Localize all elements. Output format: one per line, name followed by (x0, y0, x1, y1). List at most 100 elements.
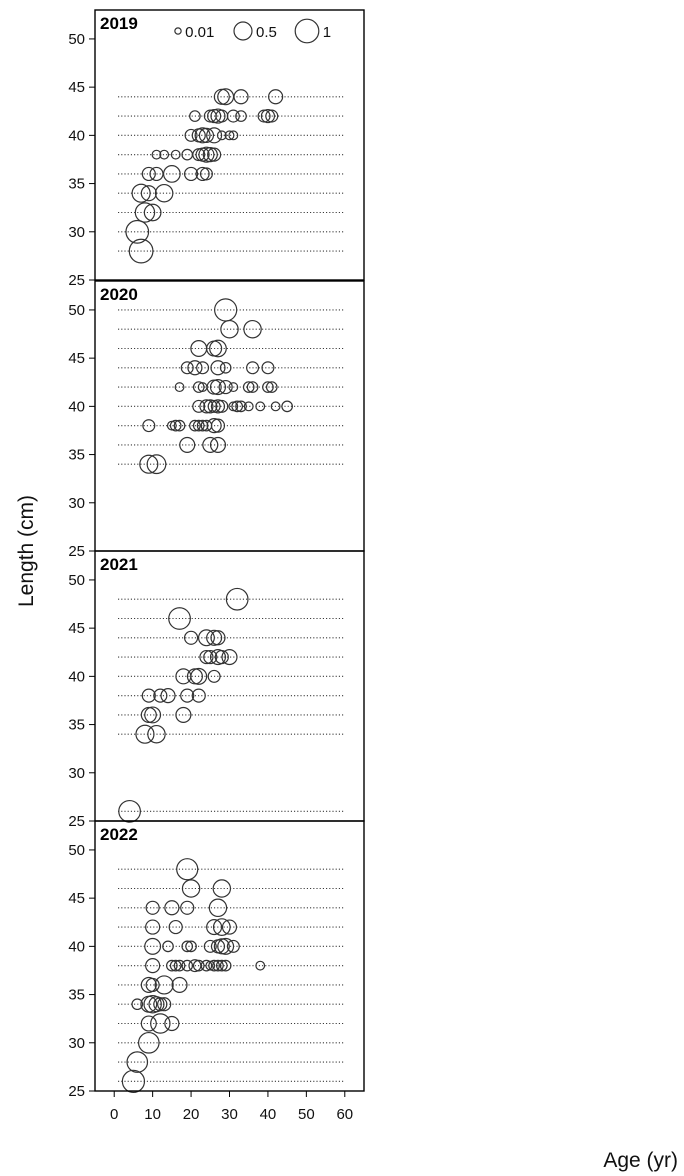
bubble-point (173, 959, 186, 972)
bubble-point (225, 587, 249, 611)
bubble-point (261, 361, 275, 375)
bubble-point (233, 89, 249, 105)
y-tick-label: 50 (68, 31, 85, 48)
bubble-point (208, 898, 228, 918)
bubble-point (255, 401, 266, 412)
bubble-point (262, 381, 274, 393)
panels-layer: 2019 25 30 35 40 45 50 2020 25 30 35 40 45 50 2021 25 30… (68, 9, 365, 1100)
bubble-point (209, 379, 227, 396)
bubble-point (176, 858, 199, 881)
bubble-point (150, 1013, 171, 1034)
y-tick-label: 50 (68, 842, 85, 859)
bubble-point (153, 688, 168, 703)
y-tick-label: 35 (68, 717, 85, 734)
y-tick-label: 45 (68, 620, 85, 637)
bubble-point (174, 382, 185, 393)
bubble-point (154, 975, 174, 995)
bubble-point (175, 706, 192, 723)
bubble-point (168, 919, 183, 935)
bubble-point (135, 724, 155, 744)
y-tick-label: 30 (68, 1035, 85, 1052)
bubble-point (195, 166, 210, 182)
bubble-point (140, 1015, 157, 1032)
bubble-point (246, 381, 259, 393)
bubble-point (231, 400, 244, 413)
bubble-point (189, 419, 201, 432)
bubble-point (197, 629, 215, 647)
panel-year-label: 2022 (100, 825, 138, 844)
bubble-point (243, 401, 254, 412)
bubble-point (140, 976, 157, 993)
y-tick-label: 40 (68, 668, 85, 685)
bubble-point (164, 900, 180, 916)
bubble-point (179, 436, 196, 453)
bubble-point (214, 649, 229, 665)
bubble-point (153, 997, 168, 1012)
bubble-point (149, 166, 164, 182)
bubble-point (217, 88, 235, 106)
bubble-point (131, 998, 144, 1011)
panel-frame (94, 280, 365, 552)
bubble-point (191, 688, 206, 703)
bubble-point (209, 436, 227, 453)
bubble-point (194, 127, 211, 144)
bubble-point (212, 959, 224, 972)
bubble-point (255, 960, 266, 971)
bubble-point (184, 128, 198, 142)
bubble-point (168, 607, 191, 630)
legend-bubble (233, 21, 253, 41)
bubble-point (207, 147, 222, 162)
bubble-point (210, 418, 226, 433)
bubble-point (160, 688, 176, 704)
bubble-point (187, 360, 203, 376)
bubble-point (192, 399, 206, 413)
panel-year-label: 2021 (100, 555, 138, 574)
y-tick-label: 25 (68, 543, 85, 560)
bubble-point (210, 108, 226, 124)
y-tick-label: 30 (68, 765, 85, 782)
bubble-point (210, 630, 226, 646)
bubble-point (171, 976, 188, 993)
bubble-point (221, 919, 238, 935)
y-tick-label: 40 (68, 398, 85, 415)
bubble-point (219, 361, 232, 374)
bubble-point (192, 959, 205, 972)
bubble-point (146, 454, 167, 475)
bubble-point (235, 400, 247, 413)
bubble-point (226, 109, 240, 123)
legend-label: 0.01 (185, 24, 214, 41)
bubble-point (192, 381, 205, 393)
bubble-point (216, 130, 227, 141)
bubble-point (151, 149, 162, 160)
bubble-point (212, 918, 231, 936)
bubble-point (217, 937, 235, 955)
bubble-point (210, 360, 226, 376)
bubble-point (260, 108, 276, 124)
bubble-point (270, 401, 281, 412)
bubble-point (147, 724, 166, 744)
bubble-point (210, 399, 226, 414)
bubble-point (169, 419, 182, 432)
bubble-point (121, 1069, 146, 1094)
x-tick-label: 20 (183, 1106, 200, 1123)
bubble-point (209, 339, 227, 358)
bubble-point (181, 959, 194, 972)
bubble-point (154, 183, 174, 203)
bubble-point (128, 238, 154, 264)
bubble-point (268, 89, 284, 105)
bubble-point (125, 219, 150, 244)
legend-bubble (294, 18, 320, 44)
bubble-point (143, 203, 162, 222)
bubble-point (235, 110, 247, 122)
bubble-point (173, 419, 186, 432)
bubble-point (206, 127, 223, 144)
bubble-point (189, 110, 201, 122)
bubble-point (131, 183, 151, 203)
y-tick-label: 45 (68, 350, 85, 367)
bubble-point (214, 298, 238, 322)
bubble-point (220, 319, 239, 339)
bubble-point (141, 166, 156, 182)
y-tick-label: 35 (68, 447, 85, 464)
bubble-point (181, 940, 194, 953)
